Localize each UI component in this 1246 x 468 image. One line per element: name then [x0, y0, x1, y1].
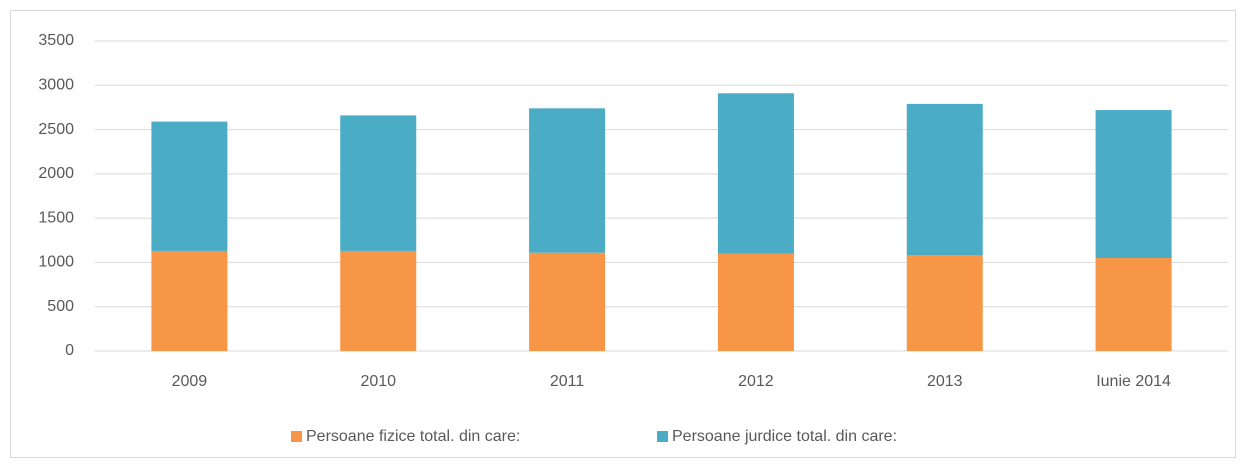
y-tick-label: 2000 — [38, 165, 74, 182]
legend-label: Persoane fizice total. din care: — [306, 428, 520, 445]
x-tick-label: Iunie 2014 — [1096, 373, 1171, 390]
bar-segment — [717, 253, 794, 351]
bar-segment — [1095, 110, 1172, 258]
x-tick-label: 2010 — [360, 373, 396, 390]
bar-segment — [906, 255, 983, 351]
bar-segment — [529, 108, 606, 253]
x-tick-label: 2013 — [927, 373, 963, 390]
bar-segment — [1095, 258, 1172, 351]
bar-segment — [340, 115, 417, 251]
bar-segment — [151, 121, 228, 251]
x-tick-label: 2011 — [550, 373, 585, 390]
bar-segment — [151, 250, 228, 351]
y-tick-label: 1500 — [38, 209, 74, 226]
y-tick-label: 3500 — [38, 32, 74, 49]
x-tick-label: 2009 — [172, 373, 208, 390]
legend-swatch — [291, 431, 302, 442]
y-tick-label: 500 — [47, 298, 74, 315]
bar-segment — [906, 103, 983, 256]
x-tick-label: 2012 — [738, 373, 774, 390]
bar-segment — [340, 250, 417, 351]
y-tick-label: 3000 — [38, 77, 74, 94]
bar-segment — [717, 93, 794, 254]
y-tick-label: 1000 — [38, 254, 74, 271]
legend-label: Persoane jurdice total. din care: — [672, 428, 897, 445]
y-tick-label: 2500 — [38, 121, 74, 138]
legend-swatch — [657, 431, 668, 442]
y-tick-label: 0 — [65, 342, 74, 359]
bar-segment — [529, 252, 606, 351]
